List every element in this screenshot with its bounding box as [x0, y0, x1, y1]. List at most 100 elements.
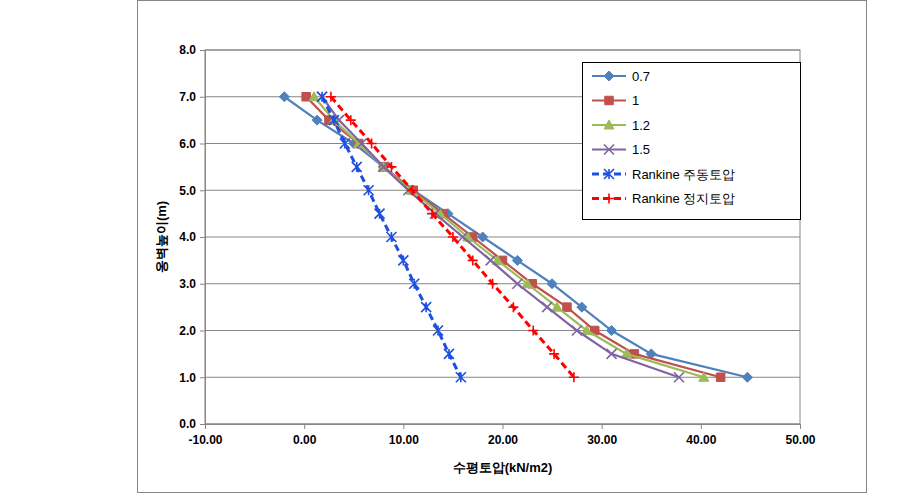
- chart: 0.01.02.03.04.05.06.07.08.0-10.000.0010.…: [0, 0, 916, 497]
- y-tick-label: 3.0: [179, 277, 196, 291]
- legend-label: 1.2: [632, 118, 650, 133]
- y-tick: 3.0: [179, 277, 205, 291]
- legend-entry: 0.7: [592, 69, 650, 84]
- series-marker: [279, 92, 289, 102]
- series-marker: [407, 185, 417, 195]
- legend-marker: [604, 120, 614, 129]
- series-line: [322, 97, 461, 378]
- series-marker: [427, 209, 437, 219]
- y-tick-mark: [200, 190, 205, 191]
- series-marker: [512, 255, 522, 265]
- y-axis: 0.0 1.0 2.0 3.0 4.0 5.0 6.0 7.0 8.0: [179, 43, 205, 431]
- y-tick-mark: [200, 284, 205, 285]
- legend-entry: 1.5: [592, 142, 650, 157]
- series-marker: [409, 279, 419, 289]
- series-marker: [346, 115, 356, 125]
- y-tick-mark: [200, 50, 205, 51]
- y-tick-label: 8.0: [179, 43, 196, 57]
- x-tick-label: 50.00: [785, 433, 815, 447]
- series-marker: [386, 162, 396, 172]
- x-tick: 10.00: [389, 424, 419, 447]
- x-tick: -10.00: [188, 424, 222, 447]
- series-marker: [508, 302, 518, 312]
- series-marker: [468, 255, 478, 265]
- series-marker: [386, 232, 396, 242]
- series-marker: [433, 326, 443, 336]
- x-tick-label: 0.00: [293, 433, 317, 447]
- series-line: [331, 97, 574, 378]
- x-tick: 40.00: [686, 424, 716, 447]
- series-marker: [512, 279, 522, 289]
- y-tick-mark: [200, 97, 205, 98]
- legend-marker: [604, 194, 614, 204]
- series-marker: [742, 372, 752, 382]
- y-axis-line: [200, 51, 206, 425]
- y-tick-mark: [200, 331, 205, 332]
- legend-marker: [604, 71, 614, 81]
- plot-frame: [205, 50, 800, 424]
- series-marker: [582, 326, 592, 335]
- y-tick: 7.0: [179, 90, 205, 104]
- x-axis-line: [206, 425, 801, 430]
- series-marker: [317, 92, 327, 102]
- series-marker: [352, 162, 362, 172]
- x-tick-mark: [701, 424, 702, 429]
- y-tick-label: 6.0: [179, 137, 196, 151]
- grid: [205, 50, 800, 424]
- series-marker: [486, 255, 496, 265]
- legend-marker: [605, 96, 614, 105]
- legend-marker: [604, 145, 614, 155]
- series-marker: [528, 326, 538, 336]
- series-marker: [375, 209, 385, 219]
- y-tick: 4.0: [179, 230, 205, 244]
- series-marker: [458, 232, 468, 242]
- series-marker: [478, 232, 488, 242]
- x-tick: 30.00: [587, 424, 617, 447]
- grid-line: [205, 377, 800, 378]
- legend-entry: 1: [592, 93, 639, 108]
- y-tick-label: 0.0: [179, 417, 196, 431]
- x-tick-mark: [602, 424, 603, 429]
- x-axis: -10.00 0.00 10.00 20.00 30.00 40.00 50.00: [188, 424, 815, 447]
- legend-entry: Rankine 정지토압: [592, 191, 735, 206]
- series-marker: [522, 279, 532, 288]
- series-marker: [569, 372, 579, 382]
- x-tick: 0.00: [293, 424, 317, 447]
- grid-line: [205, 283, 800, 284]
- y-tick-mark: [200, 237, 205, 238]
- legend-label: Rankine 정지토압: [632, 191, 735, 206]
- series-marker: [329, 115, 339, 125]
- series-marker: [716, 373, 725, 382]
- series-marker: [674, 372, 684, 382]
- legend-entry: Rankine 주동토압: [592, 167, 735, 182]
- x-tick-mark: [503, 424, 504, 429]
- series-marker: [577, 302, 587, 312]
- y-tick: 8.0: [179, 43, 205, 57]
- x-tick-label: 20.00: [488, 433, 518, 447]
- series-marker: [552, 302, 562, 311]
- y-tick: 6.0: [179, 137, 205, 151]
- series-marker: [488, 279, 498, 289]
- y-tick-mark: [200, 424, 205, 425]
- y-tick-label: 5.0: [179, 184, 196, 198]
- series-marker: [398, 255, 408, 265]
- x-tick-label: -10.00: [188, 433, 222, 447]
- series-marker: [547, 279, 557, 289]
- y-tick: 0.0: [179, 417, 205, 431]
- legend-frame: [583, 63, 801, 220]
- x-axis-title: 수평토압(kN/m2): [453, 460, 553, 475]
- x-tick-mark: [304, 424, 305, 429]
- y-tick: 2.0: [179, 324, 205, 338]
- series-marker: [317, 92, 327, 102]
- x-tick-mark: [800, 424, 801, 429]
- series-marker: [563, 303, 572, 312]
- x-tick: 20.00: [488, 424, 518, 447]
- y-tick-mark: [200, 377, 205, 378]
- y-tick: 1.0: [179, 371, 205, 385]
- series-marker: [607, 326, 617, 336]
- legend-label: 0.7: [632, 69, 650, 84]
- series-marker: [542, 302, 552, 312]
- x-tick-label: 30.00: [587, 433, 617, 447]
- legend-label: 1: [632, 93, 639, 108]
- series-marker: [367, 139, 377, 149]
